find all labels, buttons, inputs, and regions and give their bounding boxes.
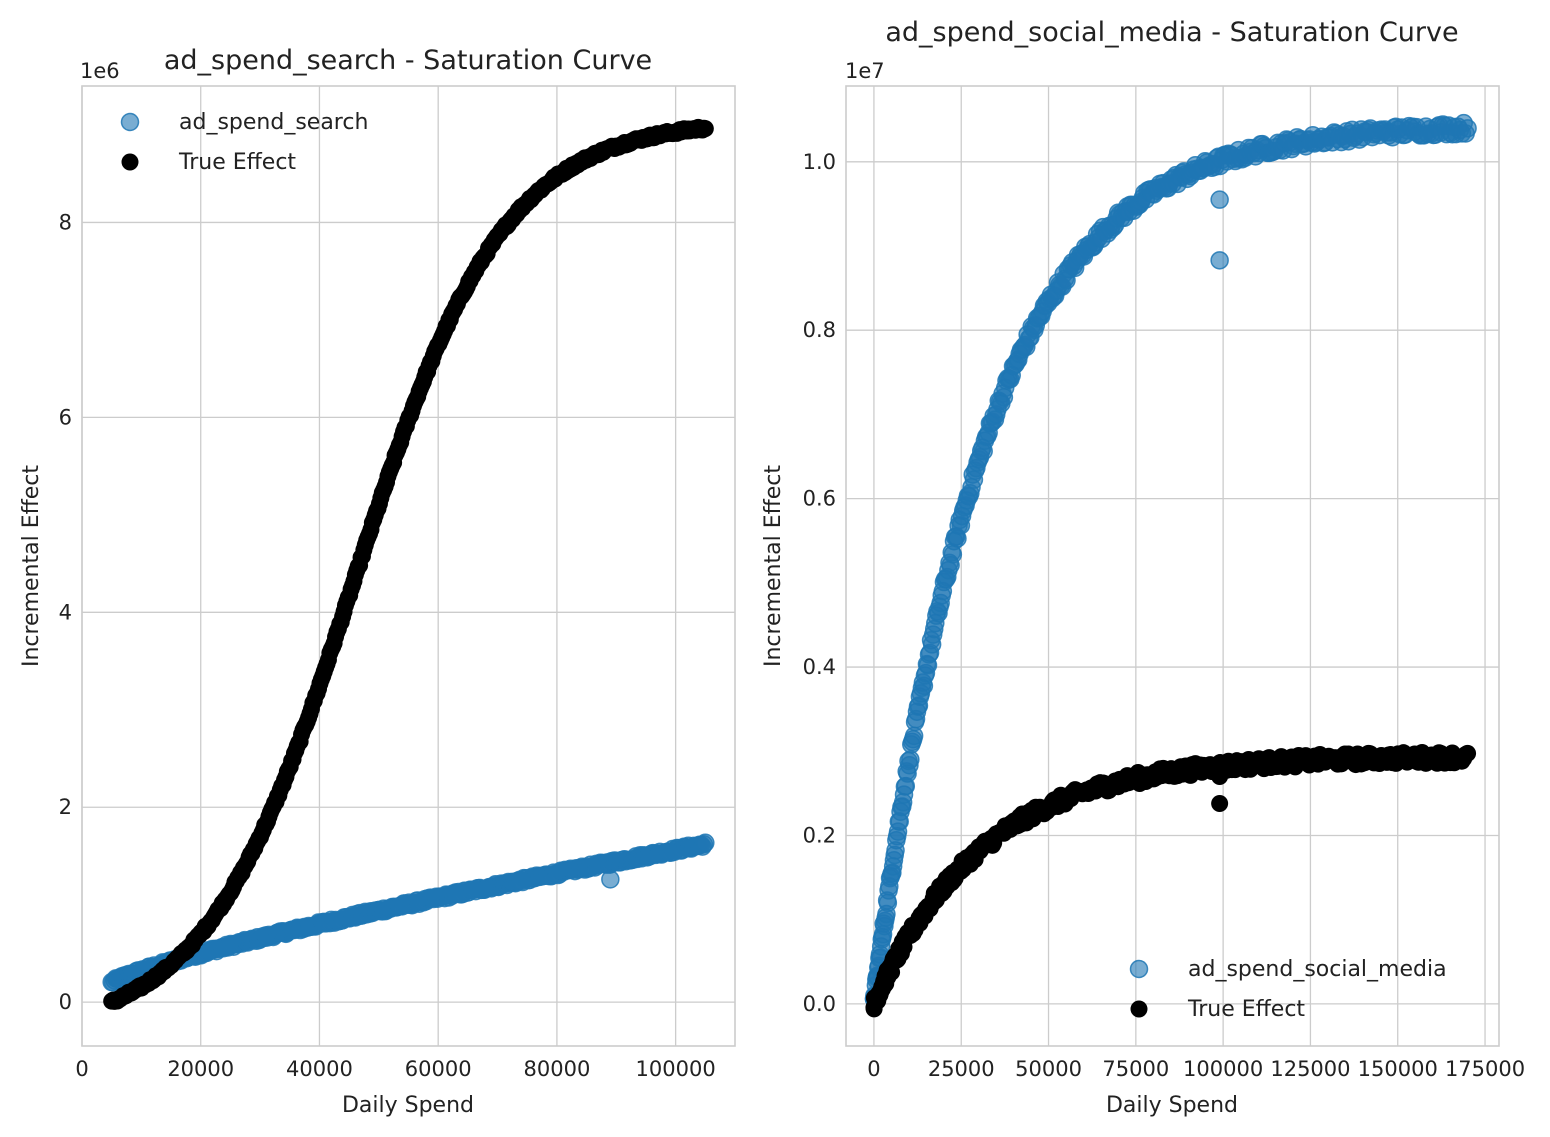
chart-title: ad_spend_social_media - Saturation Curve <box>885 17 1458 48</box>
x-tick-label: 175000 <box>1445 1057 1525 1081</box>
grid-lines <box>846 86 1499 1046</box>
x-tick-label: 60000 <box>405 1057 472 1081</box>
scatter-point <box>1459 744 1477 762</box>
x-tick-label: 40000 <box>286 1057 353 1081</box>
x-tick-label: 100000 <box>1183 1057 1263 1081</box>
scatter-point <box>696 120 714 138</box>
subplot-social-media: 0 25000 50000 75000 100000 125000 150000 175000… <box>761 17 1525 1118</box>
scatter-outlier <box>1211 768 1229 786</box>
y-tick-label: 0.4 <box>803 655 836 679</box>
y-tick-labels: 0.0 0.2 0.4 0.6 0.8 1.0 <box>803 150 836 1016</box>
legend-marker-social-media <box>1129 959 1149 979</box>
x-tick-label: 80000 <box>524 1057 591 1081</box>
legend-marker-true-effect <box>1130 1000 1148 1018</box>
y-tick-label: 0.2 <box>803 823 836 847</box>
y-tick-label: 0.0 <box>803 992 836 1016</box>
legend-label-true-effect: True Effect <box>178 150 296 175</box>
x-tick-label: 100000 <box>636 1057 716 1081</box>
legend-marker-true-effect <box>121 153 139 171</box>
scatter-point <box>696 833 715 853</box>
scatter-outlier <box>1211 794 1229 812</box>
y-tick-label: 6 <box>59 405 72 429</box>
axes-frame <box>845 85 1500 1047</box>
legend: ad_spend_social_media True Effect <box>1129 957 1447 1022</box>
scatter-outlier <box>1210 251 1229 270</box>
axes-frame <box>81 85 736 1047</box>
legend-marker-search <box>120 112 140 132</box>
y-axis-label: Incremental Effect <box>19 465 44 667</box>
legend: ad_spend_search True Effect <box>120 110 368 175</box>
x-axis-label: Daily Spend <box>342 1093 474 1118</box>
y-tick-labels: 0 2 4 6 8 <box>59 210 72 1014</box>
data-points <box>102 118 715 1010</box>
chart-title: ad_spend_search - Saturation Curve <box>164 45 652 76</box>
y-tick-label: 0 <box>59 990 72 1014</box>
scatter-point <box>1458 119 1477 138</box>
x-tick-label: 0 <box>75 1057 88 1081</box>
x-tick-label: 150000 <box>1358 1057 1438 1081</box>
y-tick-label: 2 <box>59 795 72 819</box>
x-tick-labels: 0 20000 40000 60000 80000 100000 <box>75 1057 715 1081</box>
x-tick-label: 75000 <box>1102 1057 1169 1081</box>
y-tick-label: 8 <box>59 210 72 234</box>
x-tick-label: 25000 <box>928 1057 995 1081</box>
y-tick-label: 4 <box>59 600 72 624</box>
x-tick-label: 20000 <box>167 1057 234 1081</box>
subplot-search: 0 20000 40000 60000 80000 100000 0 2 4 6 8 ad_spe… <box>19 45 736 1118</box>
legend-label-true-effect: True Effect <box>1187 997 1305 1022</box>
y-tick-label: 0.8 <box>803 318 836 342</box>
x-tick-label: 125000 <box>1270 1057 1350 1081</box>
y-axis-label: Incremental Effect <box>761 465 786 667</box>
y-offset-label: 1e7 <box>845 59 885 83</box>
y-tick-label: 1.0 <box>803 150 836 174</box>
legend-label-search: ad_spend_search <box>179 110 368 135</box>
legend-label-social-media: ad_spend_social_media <box>1188 957 1447 982</box>
y-tick-label: 0.6 <box>803 487 836 511</box>
scatter-outlier <box>1210 190 1229 209</box>
data-points <box>864 113 1477 1018</box>
x-tick-label: 0 <box>867 1057 880 1081</box>
scatter-outlier <box>601 870 620 889</box>
x-tick-labels: 0 25000 50000 75000 100000 125000 150000 175000 <box>867 1057 1525 1081</box>
x-axis-label: Daily Spend <box>1106 1093 1238 1118</box>
x-tick-label: 50000 <box>1015 1057 1082 1081</box>
y-offset-label: 1e6 <box>80 59 120 83</box>
